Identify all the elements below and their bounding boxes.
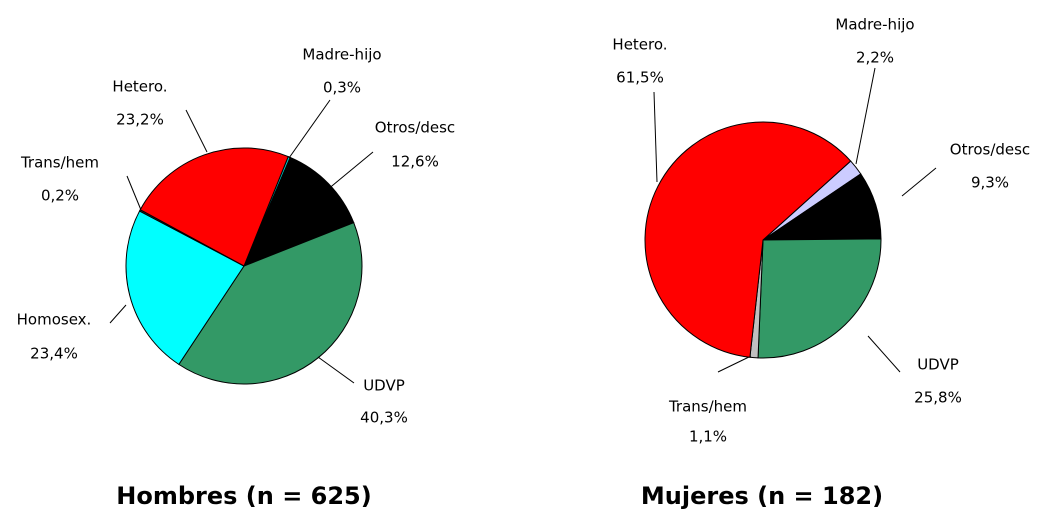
leader-line <box>126 175 142 211</box>
value-label: 2,2% <box>856 49 894 67</box>
value-label: 12,6% <box>391 153 439 171</box>
category-label: Trans/hem <box>20 154 99 172</box>
category-label: Otros/desc <box>375 119 455 137</box>
leader-line <box>317 356 355 384</box>
category-label: Otros/desc <box>950 141 1030 159</box>
leader-line <box>326 151 374 191</box>
leader-line <box>653 91 658 183</box>
pie-slice <box>125 210 245 366</box>
pie-slice <box>139 147 289 267</box>
leader-line <box>288 99 331 159</box>
value-label: 23,2% <box>116 111 164 129</box>
category-label: Hetero. <box>112 78 167 96</box>
value-label: 9,3% <box>971 174 1009 192</box>
category-label: UDVP <box>917 356 959 374</box>
chart-title: Mujeres (n = 182) <box>641 482 883 510</box>
leader-line <box>185 109 208 153</box>
category-label: Homosex. <box>17 311 92 329</box>
pie-slice <box>757 238 882 359</box>
leader-line <box>855 67 876 165</box>
value-label: 40,3% <box>360 409 408 427</box>
category-label: Hetero. <box>612 36 667 54</box>
value-label: 25,8% <box>914 389 962 407</box>
leader-line <box>901 167 937 197</box>
pie-slice <box>243 156 355 267</box>
pie-slice <box>644 121 852 358</box>
value-label: 0,3% <box>323 79 361 97</box>
value-label: 61,5% <box>616 69 664 87</box>
leader-line <box>717 355 752 373</box>
category-label: Madre-hijo <box>302 46 381 64</box>
leader-line <box>109 304 127 324</box>
value-label: 0,2% <box>41 187 79 205</box>
chart-title: Hombres (n = 625) <box>116 482 371 510</box>
leader-line <box>867 335 901 373</box>
category-label: UDVP <box>363 377 405 395</box>
category-label: Madre-hijo <box>835 16 914 34</box>
category-label: Trans/hem <box>668 398 747 416</box>
value-label: 1,1% <box>689 428 727 446</box>
value-label: 23,4% <box>30 345 78 363</box>
